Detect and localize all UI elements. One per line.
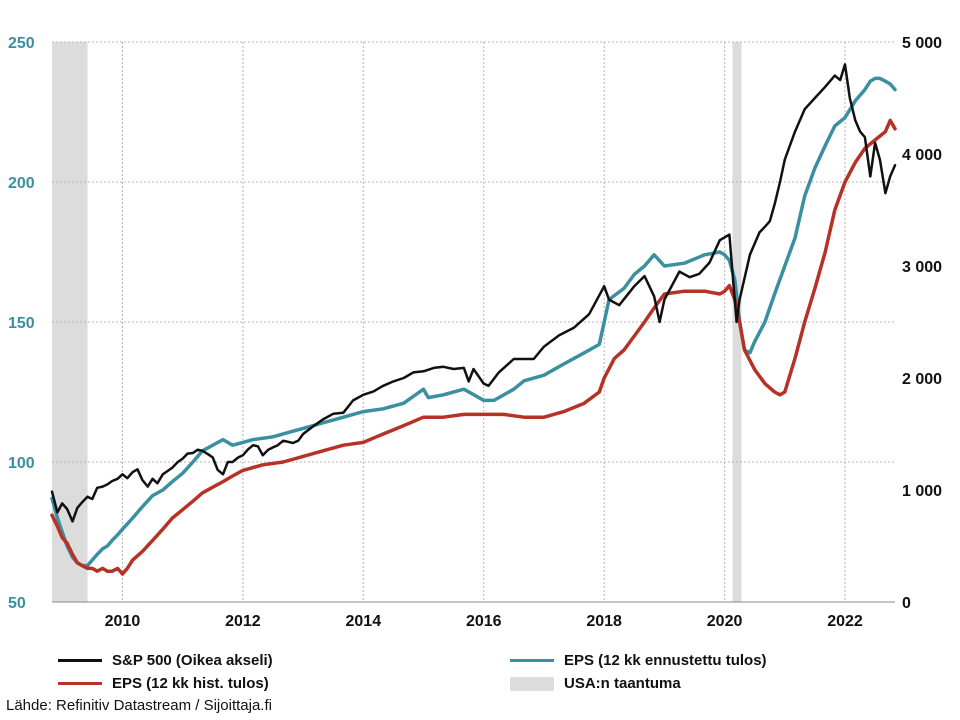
legend-label-recession: USA:n taantuma	[564, 675, 681, 692]
x-tick-label-5: 2020	[707, 613, 743, 630]
legend-label-eps-hist: EPS (12 kk hist. tulos)	[112, 675, 269, 692]
legend-label-eps-forecast: EPS (12 kk ennustettu tulos)	[564, 652, 767, 669]
axes: 50 100 150 200 250 0 1 000 2 000 3 000 4 000 5 000…	[8, 35, 942, 630]
right-tick-label-3: 3 000	[902, 259, 942, 276]
right-tick-label-5: 5 000	[902, 35, 942, 52]
series-line-2	[50, 118, 897, 576]
right-tick-label-0: 0	[902, 595, 911, 612]
legend-swatch-sp500	[58, 659, 102, 662]
x-tick-label-0: 2010	[105, 613, 141, 630]
legend-label-sp500: S&P 500 (Oikea akseli)	[112, 652, 273, 669]
left-tick-label-4: 250	[8, 35, 35, 52]
series-line-0	[50, 63, 897, 523]
legend-item-eps-forecast: EPS (12 kk ennustettu tulos)	[510, 652, 767, 669]
legend-item-sp500: S&P 500 (Oikea akseli)	[58, 652, 273, 669]
right-tick-label-1: 1 000	[902, 483, 942, 500]
grid	[52, 41, 895, 603]
x-tick-label-6: 2022	[827, 613, 863, 630]
x-tick-label-2: 2014	[346, 613, 382, 630]
right-tick-label-2: 2 000	[902, 371, 942, 388]
left-tick-label-0: 50	[8, 595, 26, 612]
source-note: Lähde: Refinitiv Datastream / Sijoittaja…	[6, 697, 272, 714]
left-tick-label-2: 150	[8, 315, 35, 332]
legend-swatch-eps-forecast	[510, 659, 554, 662]
series-lines	[50, 63, 897, 576]
right-tick-label-4: 4 000	[902, 147, 942, 164]
x-tick-label-3: 2016	[466, 613, 502, 630]
legend-item-eps-hist: EPS (12 kk hist. tulos)	[58, 675, 269, 692]
legend-swatch-eps-hist	[58, 682, 102, 685]
series-line-1	[50, 76, 897, 568]
legend-swatch-recession	[510, 676, 554, 691]
left-tick-label-1: 100	[8, 455, 35, 472]
left-tick-label-3: 200	[8, 175, 35, 192]
legend-item-recession: USA:n taantuma	[510, 675, 681, 692]
x-tick-label-1: 2012	[225, 613, 261, 630]
x-tick-label-4: 2018	[586, 613, 622, 630]
